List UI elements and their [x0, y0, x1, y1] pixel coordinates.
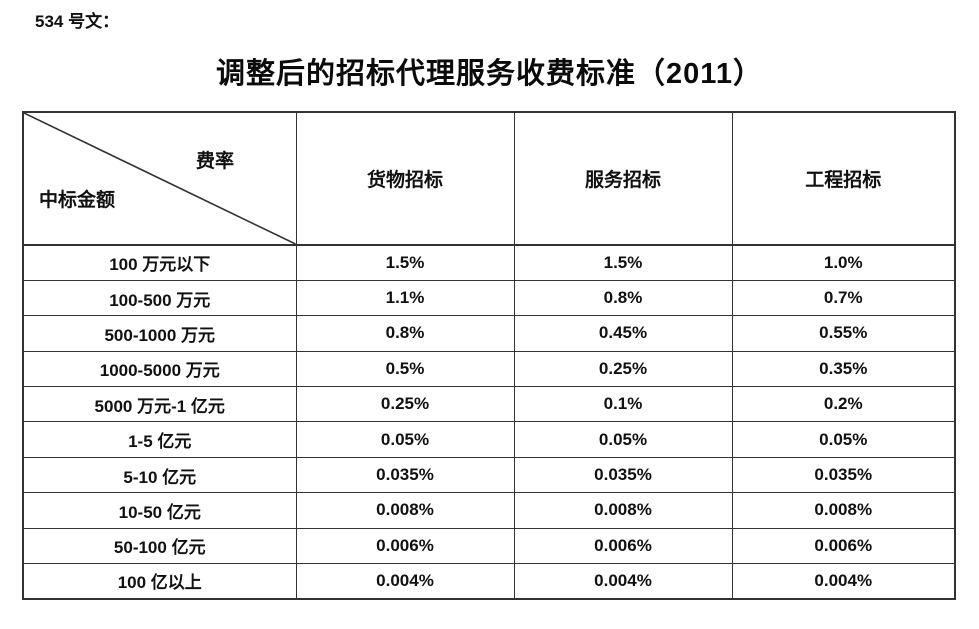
row-label: 5-10 亿元	[22, 456, 297, 494]
table-row: 50-100 亿元 0.006% 0.006% 0.006%	[22, 527, 956, 565]
row-label: 100 万元以下	[22, 244, 297, 281]
fee-cell: 0.008%	[295, 492, 515, 529]
column-header-goods: 货物招标	[295, 111, 515, 246]
fee-cell: 0.006%	[295, 527, 515, 565]
table-row: 5-10 亿元 0.035% 0.035% 0.035%	[22, 456, 956, 494]
fee-cell: 0.004%	[513, 563, 733, 600]
row-label: 1-5 亿元	[22, 421, 297, 458]
fee-cell: 1.5%	[295, 244, 515, 281]
table-row: 100 万元以下 1.5% 1.5% 1.0%	[22, 244, 956, 281]
table-row: 5000 万元-1 亿元 0.25% 0.1% 0.2%	[22, 386, 956, 423]
fee-cell: 0.55%	[731, 315, 956, 352]
page-title: 调整后的招标代理服务收费标准（2011）	[216, 58, 763, 90]
row-label: 100 亿以上	[22, 563, 297, 600]
fee-cell: 1.1%	[295, 279, 515, 317]
fee-cell: 0.035%	[295, 456, 515, 494]
header-row: 费率 中标金额 货物招标 服务招标 工程招标	[22, 111, 956, 246]
row-label: 500-1000 万元	[22, 315, 297, 352]
table-row: 100 亿以上 0.004% 0.004% 0.004%	[22, 563, 956, 600]
fee-cell: 0.25%	[513, 350, 733, 388]
fee-cell: 0.05%	[513, 421, 733, 458]
column-header-engineering: 工程招标	[731, 111, 956, 246]
fee-cell: 1.5%	[513, 244, 733, 281]
table-body: 100 万元以下 1.5% 1.5% 1.0% 100-500 万元 1.1% 0.8% 0.…	[22, 244, 956, 600]
row-label: 50-100 亿元	[22, 527, 297, 565]
fee-cell: 0.05%	[731, 421, 956, 458]
row-label: 5000 万元-1 亿元	[22, 386, 297, 423]
fee-cell: 0.006%	[513, 527, 733, 565]
table-row: 1000-5000 万元 0.5% 0.25% 0.35%	[22, 350, 956, 388]
fee-cell: 0.25%	[295, 386, 515, 423]
fee-cell: 0.008%	[513, 492, 733, 529]
row-label: 100-500 万元	[22, 279, 297, 317]
fee-cell: 0.035%	[731, 456, 956, 494]
table-row: 10-50 亿元 0.008% 0.008% 0.008%	[22, 492, 956, 529]
fee-cell: 0.35%	[731, 350, 956, 388]
fee-cell: 0.004%	[295, 563, 515, 600]
diagonal-line	[24, 113, 296, 244]
fee-cell: 0.8%	[295, 315, 515, 352]
fee-cell: 0.5%	[295, 350, 515, 388]
fee-cell: 0.1%	[513, 386, 733, 423]
column-header-service: 服务招标	[513, 111, 733, 246]
table-row: 1-5 亿元 0.05% 0.05% 0.05%	[22, 421, 956, 458]
fee-cell: 0.8%	[513, 279, 733, 317]
row-label: 10-50 亿元	[22, 492, 297, 529]
fee-cell: 0.2%	[731, 386, 956, 423]
table-row: 500-1000 万元 0.8% 0.45% 0.55%	[22, 315, 956, 352]
fee-cell: 0.006%	[731, 527, 956, 565]
fee-cell: 0.05%	[295, 421, 515, 458]
fee-cell: 0.008%	[731, 492, 956, 529]
fee-cell: 1.0%	[731, 244, 956, 281]
fee-cell: 0.7%	[731, 279, 956, 317]
fee-cell: 0.45%	[513, 315, 733, 352]
fee-cell: 0.035%	[513, 456, 733, 494]
doc-number-label: 534 号文：	[35, 12, 120, 31]
table-row: 100-500 万元 1.1% 0.8% 0.7%	[22, 279, 956, 317]
fee-cell: 0.004%	[731, 563, 956, 600]
row-label: 1000-5000 万元	[22, 350, 297, 388]
corner-label-amount: 中标金额	[39, 190, 116, 211]
corner-label-rate: 费率	[196, 151, 235, 172]
fee-table: 费率 中标金额 货物招标 服务招标 工程招标 100 万元以下 1.5% 1.5% 1…	[22, 111, 956, 600]
corner-cell: 费率 中标金额	[22, 111, 297, 246]
